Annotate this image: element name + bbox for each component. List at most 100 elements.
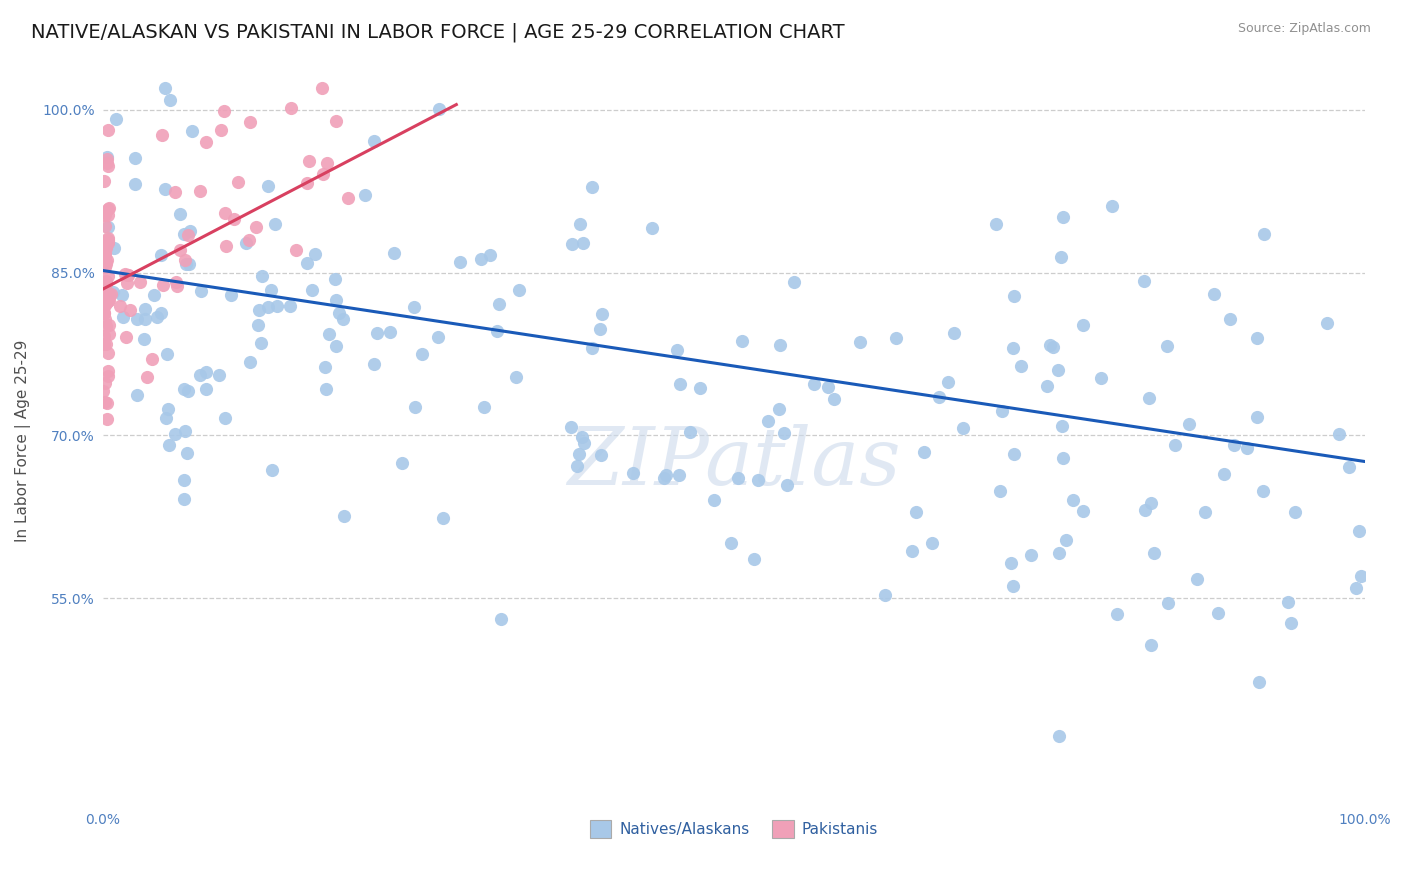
Point [94, 337, 117, 351]
Point [581, 341, 603, 355]
Point [153, 182, 176, 196]
Point [97, 318, 120, 332]
Point [93, 283, 115, 297]
Point [264, 217, 287, 231]
Point [1019, 548, 1042, 562]
Point [117, 277, 139, 291]
Point [111, 288, 134, 302]
Point [404, 400, 426, 414]
Point [561, 237, 583, 252]
Point [703, 493, 725, 508]
Point [97, 231, 120, 245]
Point [97, 269, 120, 284]
Point [936, 375, 959, 389]
Point [333, 509, 356, 524]
Point [188, 368, 211, 382]
Point [325, 293, 347, 307]
Point [1050, 250, 1073, 264]
Point [328, 306, 350, 320]
Point [411, 346, 433, 360]
Point [114, 267, 136, 281]
Point [901, 544, 924, 558]
Point [727, 471, 749, 485]
Point [94, 319, 117, 334]
Point [250, 269, 273, 284]
Point [176, 446, 198, 460]
Point [505, 369, 527, 384]
Point [1194, 505, 1216, 519]
Point [149, 306, 172, 320]
Point [215, 239, 238, 253]
Point [304, 247, 326, 261]
Point [449, 254, 471, 268]
Point [747, 473, 769, 487]
Point [591, 449, 613, 463]
Point [668, 467, 690, 482]
Point [1101, 199, 1123, 213]
Point [1236, 441, 1258, 455]
Point [194, 365, 217, 379]
Point [111, 310, 134, 325]
Point [1105, 607, 1128, 622]
Point [194, 135, 217, 149]
Point [1002, 341, 1025, 355]
Point [96, 150, 118, 164]
Point [1054, 533, 1077, 547]
Point [560, 420, 582, 434]
Text: Source: ZipAtlas.com: Source: ZipAtlas.com [1237, 22, 1371, 36]
Point [97, 219, 120, 234]
Point [134, 332, 156, 346]
Point [1177, 417, 1199, 432]
Y-axis label: In Labor Force | Age 25-29: In Labor Force | Age 25-29 [15, 340, 31, 542]
Point [382, 246, 405, 260]
Point [91, 299, 114, 313]
Point [363, 357, 385, 371]
Point [720, 536, 742, 550]
Point [1251, 483, 1274, 498]
Point [209, 123, 232, 137]
Point [91, 235, 114, 250]
Point [991, 404, 1014, 418]
Point [114, 329, 136, 343]
Point [1347, 524, 1369, 538]
Point [238, 233, 260, 247]
Point [1327, 427, 1350, 442]
Point [488, 297, 510, 311]
Point [125, 387, 148, 401]
Point [1039, 338, 1062, 352]
Point [94, 274, 117, 288]
Point [984, 217, 1007, 231]
Point [404, 300, 426, 314]
Point [1002, 289, 1025, 303]
Point [96, 252, 118, 267]
Point [589, 321, 612, 335]
Point [97, 293, 120, 308]
Point [97, 159, 120, 173]
Point [928, 390, 950, 404]
Point [508, 283, 530, 297]
Point [93, 306, 115, 320]
Point [432, 511, 454, 525]
Point [1157, 596, 1180, 610]
Point [655, 467, 678, 482]
Point [179, 224, 201, 238]
Point [772, 425, 794, 440]
Point [98, 326, 121, 341]
Point [117, 268, 139, 282]
Point [173, 382, 195, 396]
Point [1047, 546, 1070, 560]
Point [94, 297, 117, 311]
Point [1213, 467, 1236, 481]
Point [235, 236, 257, 251]
Point [571, 430, 593, 444]
Point [124, 177, 146, 191]
Point [97, 346, 120, 360]
Point [1036, 378, 1059, 392]
Point [155, 411, 177, 425]
Point [134, 302, 156, 317]
Point [127, 311, 149, 326]
Point [569, 217, 592, 231]
Point [783, 275, 806, 289]
Point [96, 233, 118, 247]
Point [93, 329, 115, 343]
